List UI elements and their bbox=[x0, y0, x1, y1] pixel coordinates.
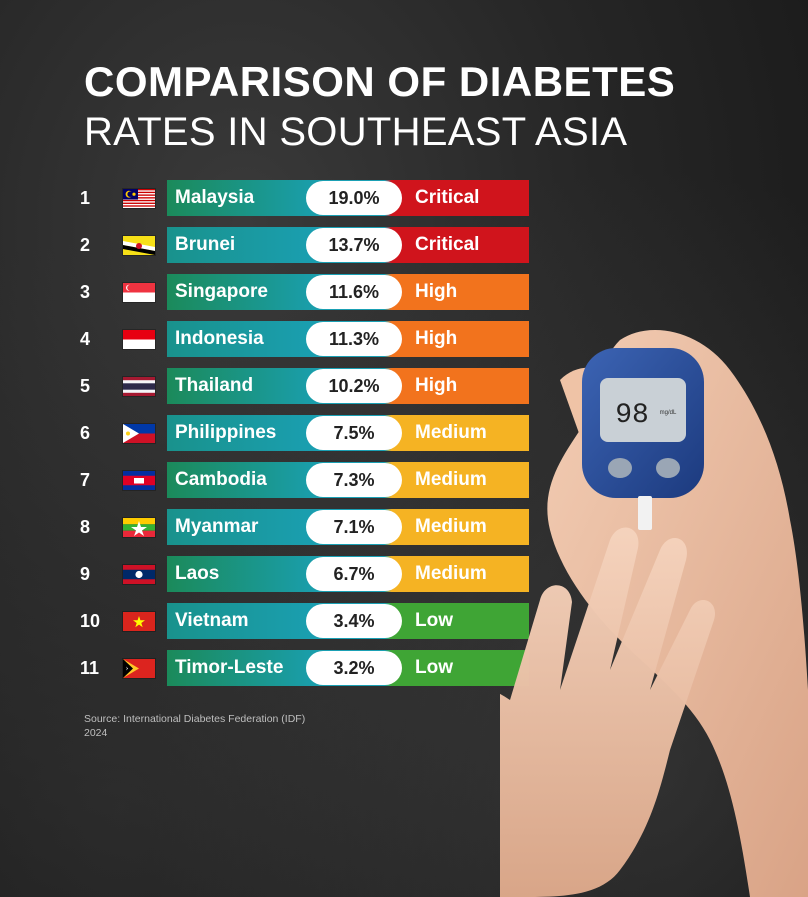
rate-value: 6.7% bbox=[306, 557, 402, 591]
risk-level: High bbox=[415, 281, 458, 302]
risk-level: High bbox=[415, 375, 458, 396]
rate-bar: Singapore 11.6% High bbox=[167, 274, 529, 310]
table-row: 7 Cambodia 7.3% Medium bbox=[80, 462, 540, 498]
table-row: 5 Thailand 10.2% High bbox=[80, 368, 540, 404]
table-row: 6 Philippines 7.5% Medium bbox=[80, 415, 540, 451]
country-name: Malaysia bbox=[175, 187, 255, 208]
rank-number: 3 bbox=[80, 282, 91, 302]
rate-value: 7.1% bbox=[306, 510, 402, 544]
rank-number: 4 bbox=[80, 329, 91, 349]
rank-number: 7 bbox=[80, 470, 91, 490]
brunei-flag-icon bbox=[123, 236, 155, 255]
rate-bar: Malaysia 19.0% Critical bbox=[167, 180, 529, 216]
country-name: Indonesia bbox=[175, 328, 264, 349]
risk-level: Critical bbox=[415, 234, 480, 255]
rate-bar: Myanmar 7.1% Medium bbox=[167, 509, 529, 545]
rate-bar: Indonesia 11.3% High bbox=[167, 321, 529, 357]
rank-number: 2 bbox=[80, 235, 91, 255]
risk-level: Low bbox=[415, 610, 453, 631]
rate-value: 10.2% bbox=[306, 369, 402, 403]
source-note: Source: International Diabetes Federatio… bbox=[84, 713, 306, 739]
rate-bar: Laos 6.7% Medium bbox=[167, 556, 529, 592]
thailand-flag-icon bbox=[123, 377, 155, 396]
country-name: Myanmar bbox=[175, 516, 259, 537]
malaysia-flag-icon bbox=[123, 189, 155, 208]
risk-level: Low bbox=[415, 657, 453, 678]
rate-value: 3.4% bbox=[306, 604, 402, 638]
indonesia-flag-icon bbox=[123, 330, 155, 349]
country-name: Timor-Leste bbox=[175, 657, 284, 678]
country-name: Singapore bbox=[175, 281, 268, 302]
risk-level: Medium bbox=[415, 563, 487, 584]
rate-bar: Brunei 13.7% Critical bbox=[167, 227, 529, 263]
table-row: 9 Laos 6.7% Medium bbox=[80, 556, 540, 592]
table-row: 8 Myanmar 7.1% Medium bbox=[80, 509, 540, 545]
table-row: 10 Vietnam 3.4% Low bbox=[80, 603, 540, 639]
risk-level: Medium bbox=[415, 516, 487, 537]
rate-bar: Cambodia 7.3% Medium bbox=[167, 462, 529, 498]
rate-value: 7.5% bbox=[306, 416, 402, 450]
rate-value: 13.7% bbox=[306, 228, 402, 262]
rate-value: 7.3% bbox=[306, 463, 402, 497]
country-name: Brunei bbox=[175, 234, 236, 255]
risk-level: Critical bbox=[415, 187, 480, 208]
singapore-flag-icon bbox=[123, 283, 155, 302]
glucose-meter-hands-photo: 98 mg/dL bbox=[500, 330, 808, 897]
rate-bar: Philippines 7.5% Medium bbox=[167, 415, 529, 451]
philippines-flag-icon bbox=[123, 424, 155, 443]
cambodia-flag-icon bbox=[123, 471, 155, 490]
rate-value: 3.2% bbox=[306, 651, 402, 685]
page-subtitle: RATES IN SOUTHEAST ASIA bbox=[84, 110, 628, 154]
rate-value: 11.3% bbox=[306, 322, 402, 356]
meter-unit: mg/dL bbox=[660, 410, 677, 416]
rate-bar: Vietnam 3.4% Low bbox=[167, 603, 529, 639]
country-name: Vietnam bbox=[175, 610, 249, 631]
rank-number: 8 bbox=[80, 517, 91, 537]
rank-number: 10 bbox=[80, 611, 101, 631]
rate-value: 11.6% bbox=[306, 275, 402, 309]
country-name: Laos bbox=[175, 563, 220, 584]
rank-number: 5 bbox=[80, 376, 91, 396]
vietnam-flag-icon bbox=[123, 612, 155, 631]
myanmar-flag-icon bbox=[123, 518, 155, 537]
rate-bar: Thailand 10.2% High bbox=[167, 368, 529, 404]
risk-level: Medium bbox=[415, 422, 487, 443]
risk-level: Medium bbox=[415, 469, 487, 490]
table-row: 1 Malaysia 19.0% Critical bbox=[80, 180, 540, 216]
rank-number: 11 bbox=[80, 658, 100, 678]
rank-number: 9 bbox=[80, 564, 91, 584]
left-hand bbox=[500, 527, 716, 897]
risk-level: High bbox=[415, 328, 458, 349]
rate-value: 19.0% bbox=[306, 181, 402, 215]
table-row: 4 Indonesia 11.3% High bbox=[80, 321, 540, 357]
table-row: 11 Timor-Leste 3.2% Low bbox=[80, 650, 540, 686]
table-row: 3 Singapore 11.6% High bbox=[80, 274, 540, 310]
rate-bar: Timor-Leste 3.2% Low bbox=[167, 650, 529, 686]
country-name: Philippines bbox=[175, 422, 277, 443]
rank-number: 1 bbox=[80, 188, 91, 208]
glucose-meter: 98 mg/dL bbox=[582, 348, 704, 530]
timor-leste-flag-icon bbox=[123, 659, 155, 678]
page-title: COMPARISON OF DIABETES bbox=[84, 58, 676, 105]
rank-number: 6 bbox=[80, 423, 91, 443]
table-row: 2 Brunei 13.7% Critical bbox=[80, 227, 540, 263]
meter-reading: 98 bbox=[615, 400, 649, 431]
country-name: Cambodia bbox=[175, 469, 267, 490]
laos-flag-icon bbox=[123, 565, 155, 584]
country-name: Thailand bbox=[175, 375, 254, 396]
